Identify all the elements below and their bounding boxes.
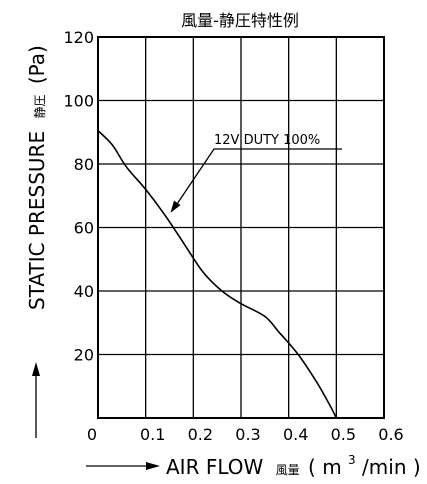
y-tick-label: 60 <box>74 219 94 238</box>
y-tick-label: 100 <box>63 92 94 111</box>
y-axis-label-jp: 静圧 <box>33 95 47 119</box>
svg-text:STATIC PRESSURE 静圧: STATIC PRESSURE 静圧 (Pa) <box>25 45 49 310</box>
x-axis-label-open: ( <box>308 455 316 479</box>
x-axis-label: AIR FLOW 風量 ( m 3 /min ) <box>166 445 421 479</box>
series-line-12v-duty-100 <box>97 130 338 419</box>
annotation-arrowhead <box>170 200 181 213</box>
y-axis-label: STATIC PRESSURE 静圧 (Pa) <box>25 45 49 310</box>
plot-frame <box>97 36 385 419</box>
x-axis-label-unit-rest: /min <box>362 455 406 479</box>
x-axis-label-unit-base: m <box>322 455 341 479</box>
annotation-leader-line <box>175 148 342 206</box>
y-tick-label: 120 <box>63 28 94 47</box>
y-axis-arrow <box>32 362 40 438</box>
x-tick-label: 0.1 <box>140 425 165 444</box>
x-axis-arrow <box>86 462 160 470</box>
chart-title: 風量-静圧特性例 <box>181 11 299 30</box>
series-annotation: 12V DUTY 100% <box>170 133 342 213</box>
x-axis-label-main: AIR FLOW <box>166 455 264 479</box>
x-tick-label: 0.4 <box>283 425 308 444</box>
y-tick-label: 40 <box>74 282 94 301</box>
y-axis-label-main: STATIC PRESSURE <box>25 131 49 310</box>
y-tick-labels: 20 40 60 80 100 120 <box>63 28 94 365</box>
grid <box>98 37 384 418</box>
x-tick-label: 0.5 <box>331 425 356 444</box>
y-axis-label-unit: (Pa) <box>25 45 49 84</box>
x-axis-label-jp: 風量 <box>276 463 300 477</box>
y-tick-label: 20 <box>74 346 94 365</box>
x-tick-label: 0.3 <box>235 425 260 444</box>
x-tick-label: 0 <box>87 425 97 444</box>
x-tick-label: 0.2 <box>188 425 213 444</box>
x-axis-label-close: ) <box>413 455 421 479</box>
y-tick-label: 80 <box>74 155 94 174</box>
series-label: 12V DUTY 100% <box>214 133 320 148</box>
x-axis-label-unit-sup: 3 <box>348 453 356 467</box>
x-tick-label: 0.6 <box>378 425 403 444</box>
x-tick-labels: 0 0.1 0.2 0.3 0.4 0.5 0.6 <box>87 425 404 444</box>
